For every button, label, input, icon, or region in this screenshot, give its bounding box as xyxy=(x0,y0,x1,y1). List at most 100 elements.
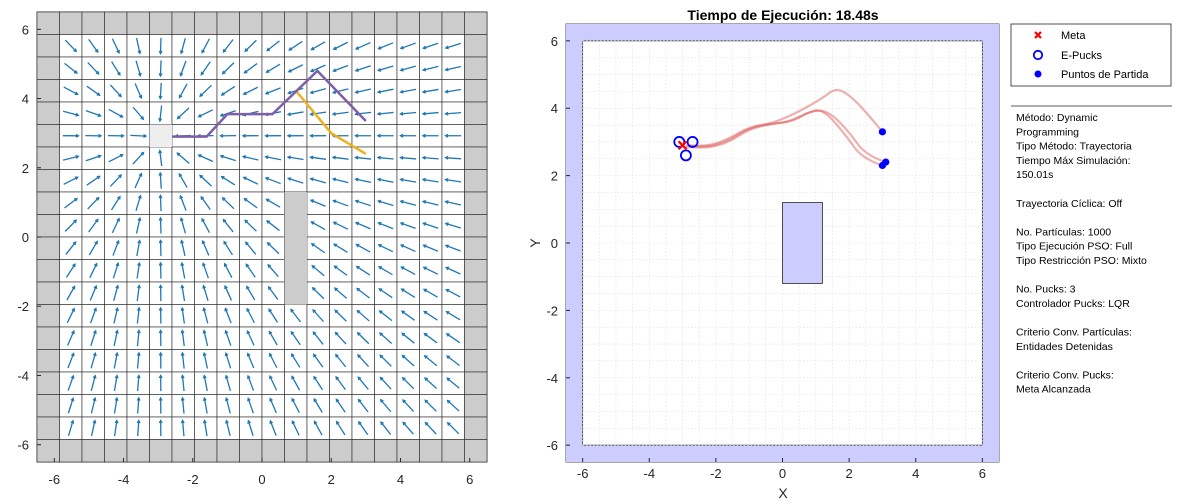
field-arrow-shaft xyxy=(222,39,234,53)
field-arrow-shaft xyxy=(199,84,212,97)
x-tick-label: 4 xyxy=(912,466,919,481)
field-arrow-head xyxy=(267,263,272,268)
field-arrow xyxy=(313,375,324,391)
field-arrow xyxy=(423,332,438,344)
field-arrow-head xyxy=(332,46,337,50)
field-arrow xyxy=(287,64,304,73)
field-arrow-head xyxy=(247,419,251,424)
field-arrow-shaft xyxy=(244,63,258,74)
field-arrow-head xyxy=(402,421,407,426)
y-tick-label: -4 xyxy=(17,368,29,383)
field-arrow-head xyxy=(158,239,163,244)
field-arrow-head xyxy=(354,133,359,138)
field-arrow-head xyxy=(333,287,338,292)
field-arrow-shaft xyxy=(113,285,119,302)
field-arrow-head xyxy=(114,374,119,379)
field-arrow xyxy=(85,154,102,162)
field-arrow-shaft xyxy=(311,221,326,231)
field-arrow xyxy=(158,149,163,167)
field-arrow-head xyxy=(75,112,80,117)
grid-cell xyxy=(81,11,105,35)
field-arrow xyxy=(90,396,97,414)
field-arrow-shaft xyxy=(203,375,208,392)
field-arrow-shaft xyxy=(90,420,96,437)
field-arrow-shaft xyxy=(422,65,439,71)
field-arrow-shaft xyxy=(377,111,394,115)
field-arrow-head xyxy=(180,396,185,401)
field-arrow xyxy=(86,175,101,186)
field-arrow-head xyxy=(376,133,381,138)
field-arrow-shaft xyxy=(402,399,415,412)
field-arrow-shaft xyxy=(310,156,327,160)
field-arrow-head xyxy=(158,261,163,266)
field-arrow xyxy=(136,284,141,302)
field-arrow-shaft xyxy=(220,155,236,162)
field-arrow xyxy=(287,177,304,184)
field-arrow-shaft xyxy=(400,178,417,183)
field-arrow xyxy=(158,82,163,100)
field-arrow xyxy=(264,133,282,138)
field-arrow-head xyxy=(355,243,360,248)
field-arrow xyxy=(113,396,119,414)
x-tick-label: -2 xyxy=(187,472,199,487)
field-arrow xyxy=(399,42,416,50)
obstacle xyxy=(782,202,823,284)
field-arrow xyxy=(201,38,210,54)
field-arrow-head xyxy=(376,177,382,182)
field-arrow-shaft xyxy=(203,397,208,414)
field-arrow-head xyxy=(136,329,141,334)
field-arrow xyxy=(421,88,439,94)
field-arrow-head xyxy=(290,330,295,335)
field-arrow-shaft xyxy=(310,178,327,184)
field-arrow xyxy=(313,397,323,413)
field-arrow-head xyxy=(75,133,80,138)
field-arrow xyxy=(158,60,163,78)
field-arrow xyxy=(334,309,347,322)
field-arrow xyxy=(132,106,145,121)
field-arrow-head xyxy=(355,265,360,270)
field-arrow xyxy=(332,199,349,207)
field-arrow-shaft xyxy=(355,65,371,72)
field-arrow xyxy=(221,62,235,75)
field-arrow xyxy=(354,88,372,94)
policy-field-chart: -6 -4 -2 0 2 4 6 6 4 2 0 -2 -4 -6 xyxy=(17,11,488,487)
field-arrow xyxy=(88,38,99,54)
field-arrow-head xyxy=(225,419,229,424)
field-arrow-head xyxy=(309,199,315,203)
field-arrow-head xyxy=(313,420,318,425)
field-arrow-head xyxy=(92,351,97,357)
trajectory-line xyxy=(685,109,883,167)
field-arrow-head xyxy=(286,133,291,138)
field-arrow-shaft xyxy=(225,375,232,392)
field-arrow-shaft xyxy=(288,40,303,51)
field-arrow xyxy=(445,333,461,344)
field-arrow-shaft xyxy=(378,65,394,72)
field-arrow xyxy=(180,306,185,324)
field-arrow xyxy=(90,351,97,369)
field-arrow-head xyxy=(158,216,163,221)
field-arrow xyxy=(65,241,77,255)
field-arrow-shaft xyxy=(424,422,437,435)
field-arrow-head xyxy=(70,374,75,379)
field-arrow-shaft xyxy=(422,88,439,93)
field-arrow xyxy=(309,155,327,160)
field-arrow-shaft xyxy=(113,420,118,437)
field-arrow-shaft xyxy=(130,134,147,137)
start-point xyxy=(878,128,887,136)
field-arrow xyxy=(354,133,372,138)
field-arrow-head xyxy=(202,284,207,289)
field-arrow-head xyxy=(379,398,384,403)
field-arrow-head xyxy=(399,177,404,182)
field-arrow xyxy=(180,374,185,392)
grid-cell xyxy=(36,146,60,170)
field-arrow-shaft xyxy=(332,156,349,160)
field-arrow-shaft xyxy=(179,60,187,76)
field-arrow-head xyxy=(446,377,451,382)
field-arrow-head xyxy=(201,217,205,222)
field-arrow xyxy=(332,41,349,50)
grid-cell xyxy=(194,11,218,35)
field-arrow-shaft xyxy=(310,64,326,72)
grid-cell xyxy=(126,439,150,463)
x-tick-label: -6 xyxy=(49,472,61,487)
field-arrow xyxy=(246,285,256,301)
